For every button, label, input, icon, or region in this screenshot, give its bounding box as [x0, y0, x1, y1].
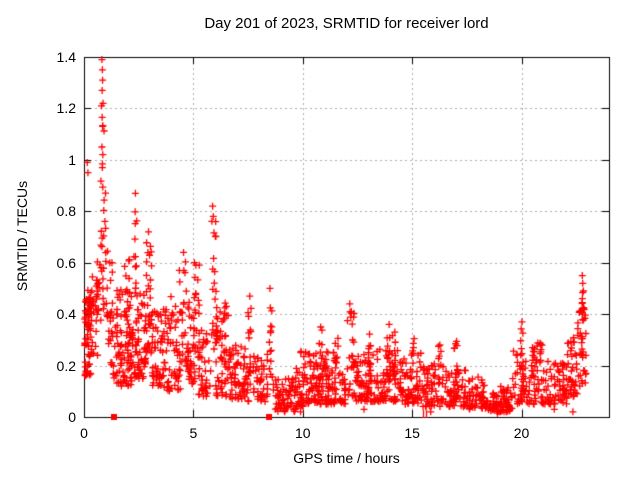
y-tick-label: 1.4 [56, 49, 76, 65]
x-axis-label: GPS time / hours [293, 450, 400, 466]
y-tick-label: 0.2 [56, 357, 76, 374]
x-tick-label: 10 [294, 425, 311, 441]
x-tick-label: 0 [80, 425, 88, 441]
y-tick-label: 1.2 [56, 100, 76, 117]
y-tick-label: 0.8 [56, 203, 76, 220]
y-tick-label: 0.4 [56, 306, 76, 323]
chart-title: Day 201 of 2023, SRMTID for receiver lor… [204, 15, 489, 32]
y-tick-label: 0 [68, 409, 76, 425]
y-tick-label: 1 [68, 151, 76, 168]
x-tick-label: 20 [513, 425, 530, 441]
x-tick-label: 5 [189, 425, 198, 441]
x-tick-label: 15 [404, 425, 420, 441]
y-tick-label: 0.6 [56, 254, 76, 271]
